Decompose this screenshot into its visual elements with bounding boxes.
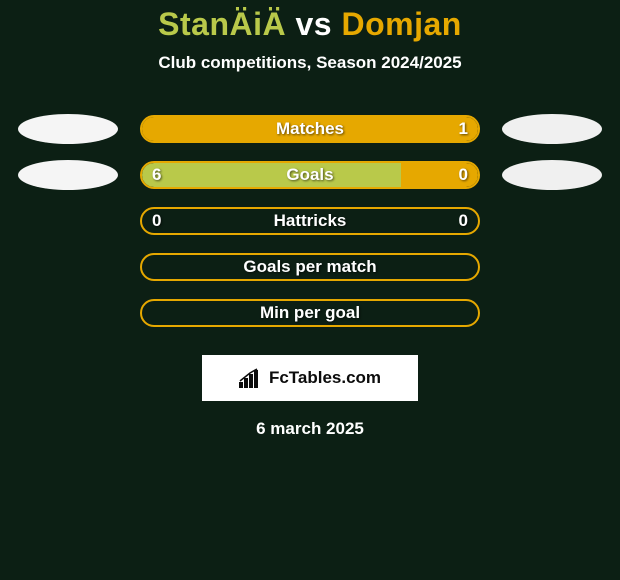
stat-label: Matches: [142, 119, 478, 139]
stat-row: Min per goal: [18, 299, 602, 327]
stat-row: Matches1: [18, 115, 602, 143]
bars-area: Matches16Goals00Hattricks0Goals per matc…: [18, 115, 602, 345]
player2-ellipse: [502, 114, 602, 144]
date-label: 6 march 2025: [256, 419, 364, 439]
player2-ellipse: [502, 160, 602, 190]
stat-row: 6Goals0: [18, 161, 602, 189]
player2-name: Domjan: [341, 6, 461, 42]
stats-container: StanÄiÄ vs Domjan Club competitions, Sea…: [0, 0, 620, 439]
bars-icon: [239, 368, 263, 388]
stat-bar: Goals per match: [140, 253, 480, 281]
vs-label: vs: [296, 6, 333, 42]
stat-row: Goals per match: [18, 253, 602, 281]
subtitle: Club competitions, Season 2024/2025: [158, 53, 461, 73]
stat-bar: 6Goals0: [140, 161, 480, 189]
player1-ellipse: [18, 160, 118, 190]
stat-value-player2: 1: [459, 119, 468, 139]
stat-bar: Min per goal: [140, 299, 480, 327]
stat-bar: Matches1: [140, 115, 480, 143]
stat-label: Min per goal: [142, 303, 478, 323]
stat-row: 0Hattricks0: [18, 207, 602, 235]
stat-label: Goals: [142, 165, 478, 185]
stat-bar: 0Hattricks0: [140, 207, 480, 235]
stat-label: Hattricks: [142, 211, 478, 231]
logo-box: FcTables.com: [202, 355, 418, 401]
player1-name: StanÄiÄ: [158, 6, 286, 42]
player1-ellipse: [18, 114, 118, 144]
logo-text: FcTables.com: [269, 368, 381, 388]
stat-value-player2: 0: [459, 165, 468, 185]
page-title: StanÄiÄ vs Domjan: [158, 6, 462, 43]
stat-value-player2: 0: [459, 211, 468, 231]
stat-label: Goals per match: [142, 257, 478, 277]
